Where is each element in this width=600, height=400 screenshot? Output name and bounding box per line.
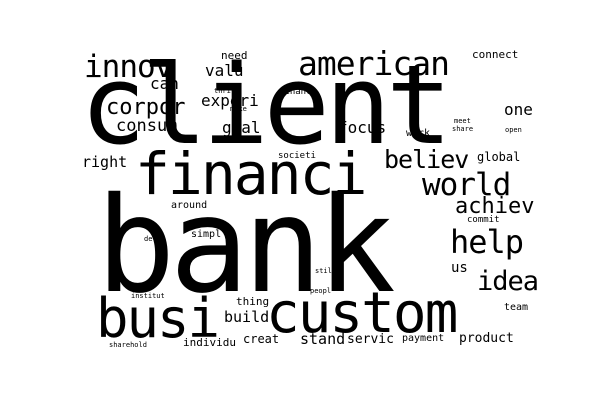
word-build: build <box>224 308 270 326</box>
word-make: make <box>230 105 247 113</box>
word-sharehold: sharehold <box>109 341 147 349</box>
word-connect: connect <box>472 48 519 61</box>
word-team: team <box>504 302 529 313</box>
word-share: share <box>452 125 474 133</box>
word-meet: meet <box>454 117 471 125</box>
word-around: around <box>171 200 208 211</box>
word-product: product <box>459 331 514 346</box>
word-believ: believ <box>384 145 469 174</box>
word-client: client <box>80 41 452 169</box>
word-stand: stand <box>300 330 346 348</box>
word-work: work <box>406 128 431 139</box>
word-achiev: achiev <box>455 194 535 219</box>
word-servic: servic <box>347 332 394 347</box>
word-world: world <box>422 167 511 203</box>
word-simpl: simpl <box>191 229 222 240</box>
word-societi: societi <box>278 151 316 161</box>
word-payment: payment <box>402 333 445 344</box>
word-thing: thing <box>236 295 270 308</box>
word-individu: individu <box>183 336 236 349</box>
word-need: need <box>221 49 248 62</box>
word-can: can <box>150 74 179 93</box>
word-us: us <box>451 260 468 276</box>
word-financ: financ <box>279 87 312 97</box>
word-consum: consum <box>116 116 178 136</box>
word-peopl: peopl <box>310 287 332 295</box>
word-creat: creat <box>243 332 280 346</box>
word-innov: innov <box>84 49 173 85</box>
word-goal: goal <box>222 118 261 137</box>
word-global: global <box>477 150 521 164</box>
word-financi: financi <box>135 140 367 208</box>
word-right: right <box>82 153 128 171</box>
word-still: still <box>315 267 337 275</box>
word-custom: custom <box>266 281 458 346</box>
word-institut: institut <box>131 292 165 300</box>
word-idea: idea <box>477 266 539 297</box>
word-deliv: deliv <box>144 235 166 243</box>
word-experi: experi <box>201 91 259 110</box>
word-help: help <box>450 223 524 261</box>
word-american: american <box>298 44 450 83</box>
word-thrive: thrive <box>214 87 240 95</box>
word-commit: commit <box>467 215 500 225</box>
word-open: open <box>505 126 522 134</box>
word-focus: focus <box>338 118 387 137</box>
word-valu: valu <box>205 61 244 80</box>
word-one: one <box>504 100 533 119</box>
word-busi: busi <box>96 287 220 350</box>
word-corpor: corpor <box>106 95 186 120</box>
word-bank: bank <box>96 169 396 323</box>
